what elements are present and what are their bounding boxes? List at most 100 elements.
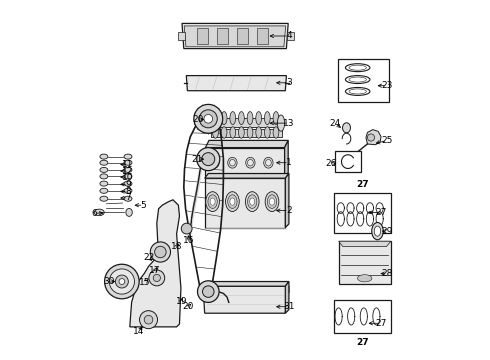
Text: 11: 11 [122, 160, 134, 169]
Ellipse shape [245, 157, 255, 168]
Text: 27: 27 [375, 208, 387, 217]
Text: 27: 27 [356, 338, 369, 347]
Circle shape [140, 311, 157, 329]
Ellipse shape [277, 115, 285, 131]
Text: 13: 13 [283, 118, 294, 127]
Polygon shape [205, 174, 289, 178]
Ellipse shape [228, 195, 237, 208]
Circle shape [197, 281, 219, 302]
Ellipse shape [208, 115, 216, 131]
Ellipse shape [94, 209, 104, 216]
Polygon shape [186, 76, 286, 91]
Text: 27: 27 [356, 180, 369, 189]
Ellipse shape [100, 196, 108, 201]
Text: 6: 6 [92, 209, 98, 217]
Polygon shape [366, 130, 381, 145]
Bar [211, 129, 282, 137]
Text: 2: 2 [286, 206, 292, 215]
Circle shape [202, 286, 214, 297]
Ellipse shape [100, 154, 108, 159]
Ellipse shape [208, 195, 217, 208]
Text: 18: 18 [171, 242, 182, 251]
Ellipse shape [126, 208, 132, 216]
Ellipse shape [221, 112, 227, 125]
Text: 24: 24 [329, 118, 341, 127]
Ellipse shape [210, 157, 219, 168]
Text: 23: 23 [382, 81, 393, 90]
Circle shape [149, 270, 165, 286]
Text: 7: 7 [125, 194, 131, 202]
Text: 4: 4 [286, 31, 292, 40]
Text: 15: 15 [139, 278, 150, 287]
Ellipse shape [100, 174, 108, 179]
Ellipse shape [264, 157, 273, 168]
Polygon shape [205, 178, 285, 228]
Ellipse shape [124, 196, 132, 201]
Circle shape [155, 246, 166, 258]
Ellipse shape [100, 160, 108, 165]
Polygon shape [184, 26, 286, 47]
Text: 10: 10 [122, 173, 134, 181]
Text: 21: 21 [192, 154, 203, 163]
Bar [338, 59, 389, 102]
Ellipse shape [213, 127, 219, 138]
Text: 17: 17 [149, 266, 161, 275]
Bar [217, 28, 228, 44]
Ellipse shape [256, 112, 262, 125]
Ellipse shape [230, 198, 235, 205]
Circle shape [150, 242, 171, 262]
Bar [335, 151, 361, 172]
Text: 30: 30 [103, 277, 115, 286]
Text: 16: 16 [183, 236, 195, 245]
Polygon shape [285, 174, 289, 228]
Polygon shape [339, 241, 391, 284]
Text: 31: 31 [283, 302, 294, 311]
Text: 26: 26 [326, 159, 337, 168]
Polygon shape [201, 286, 289, 313]
Ellipse shape [374, 226, 381, 236]
Bar [334, 193, 391, 233]
Text: 19: 19 [175, 297, 187, 306]
Text: 5: 5 [141, 201, 147, 210]
Ellipse shape [247, 112, 253, 125]
Polygon shape [205, 148, 285, 176]
Ellipse shape [358, 275, 372, 282]
Text: 1: 1 [286, 158, 292, 167]
Ellipse shape [229, 159, 235, 166]
Ellipse shape [124, 154, 132, 159]
Ellipse shape [270, 198, 274, 205]
Ellipse shape [212, 159, 217, 166]
Ellipse shape [204, 113, 213, 131]
Polygon shape [205, 140, 288, 148]
Text: 9: 9 [125, 180, 131, 189]
Ellipse shape [124, 160, 132, 165]
Circle shape [181, 223, 192, 234]
Ellipse shape [124, 167, 132, 172]
Ellipse shape [372, 222, 383, 240]
Ellipse shape [265, 192, 279, 211]
Bar [334, 300, 391, 333]
Text: 29: 29 [382, 227, 393, 236]
Text: 22: 22 [143, 253, 154, 262]
Ellipse shape [247, 159, 253, 166]
Text: 20: 20 [193, 115, 204, 124]
Circle shape [144, 315, 153, 324]
Circle shape [204, 114, 213, 123]
Ellipse shape [239, 127, 245, 138]
Polygon shape [339, 241, 391, 247]
Bar [197, 28, 208, 44]
Polygon shape [205, 282, 289, 286]
Circle shape [116, 275, 128, 288]
Ellipse shape [206, 192, 220, 211]
Ellipse shape [266, 159, 271, 166]
Ellipse shape [100, 181, 108, 186]
Bar [211, 118, 282, 127]
Ellipse shape [265, 127, 270, 138]
Circle shape [104, 264, 139, 299]
Circle shape [199, 110, 217, 128]
Circle shape [109, 269, 134, 294]
Ellipse shape [256, 127, 262, 138]
Ellipse shape [250, 198, 255, 205]
Ellipse shape [213, 112, 219, 125]
Ellipse shape [221, 127, 227, 138]
